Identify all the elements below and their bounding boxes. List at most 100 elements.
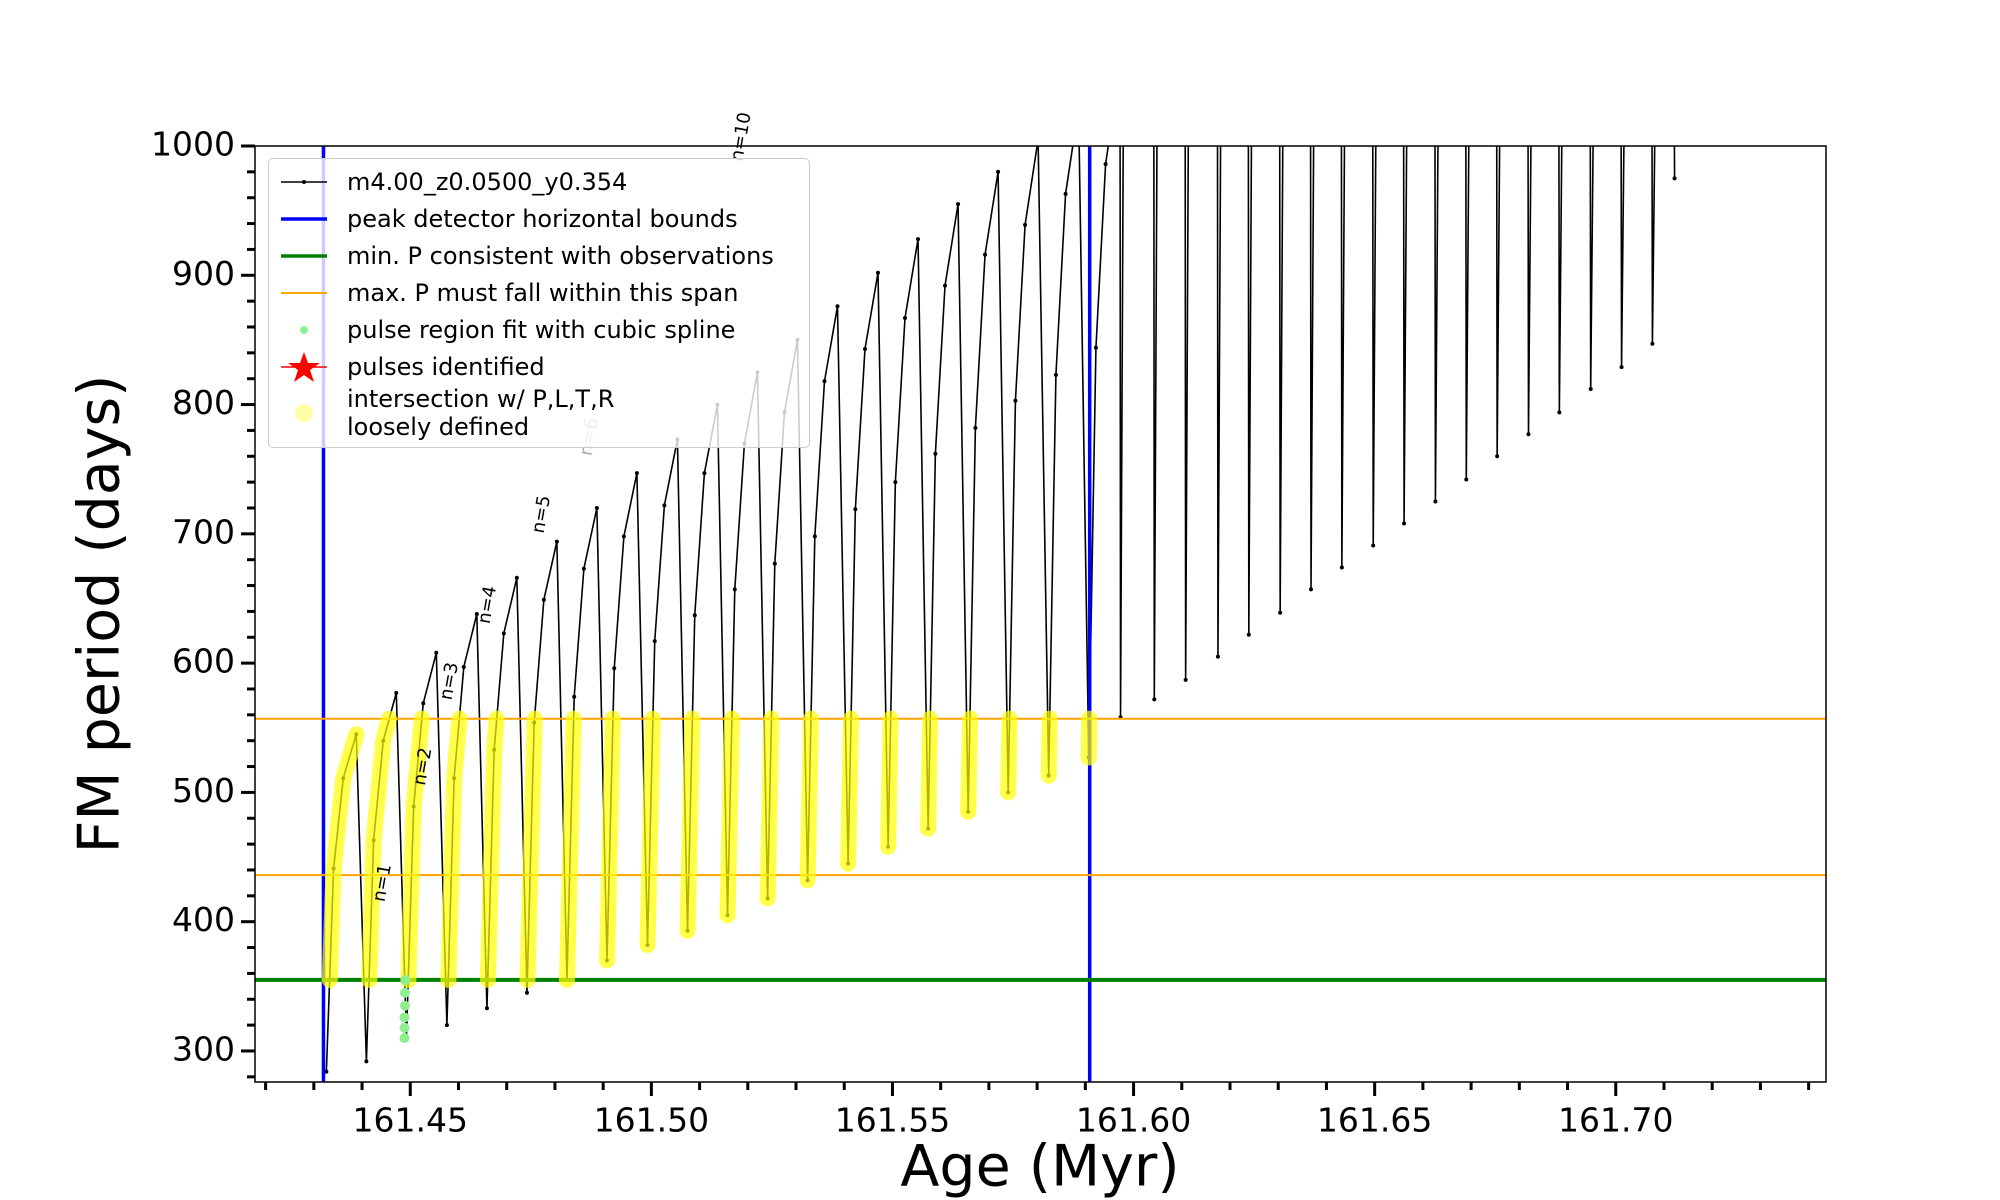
period-point [1588,92,1592,96]
period-point [394,690,399,695]
period-point [652,639,657,644]
period-point [1278,92,1282,96]
period-point [702,471,707,476]
period-point [1672,92,1676,96]
pulse-annotation: n=4 [474,584,501,625]
period-point [461,665,466,670]
period-point [324,1069,329,1074]
period-point [1155,92,1159,96]
y-tick-label: 600 [172,642,235,681]
period-point [835,304,840,309]
period-point [822,379,827,384]
y-tick-label: 900 [172,254,235,293]
period-point [1464,92,1468,96]
period-point [956,202,961,207]
period-point [1526,432,1531,437]
period-point [1560,92,1564,96]
period-point [1183,92,1187,96]
period-point [1077,105,1081,109]
period-point [875,270,880,275]
period-point [1653,92,1657,96]
legend-symbol [302,179,306,184]
period-line [325,146,1676,1072]
legend-entry: min. P consistent with observations [269,237,809,274]
pulse-annotation: n=3 [436,661,463,702]
period-point [1103,162,1108,167]
legend-symbol [300,325,308,334]
period-point [1557,410,1562,415]
pulse-annotation: n=5 [528,494,555,535]
intersection-band [321,710,1098,988]
period-point [581,566,586,571]
period-point [772,561,777,566]
period-point [1309,92,1313,96]
legend-entry: m4.00_z0.0500_y0.354 [269,163,809,200]
period-point [1053,372,1058,377]
legend-handle [281,179,327,184]
pulse-annotation: n=10 [726,111,755,163]
period-point [1402,521,1407,526]
legend-label: min. P consistent with observations [347,241,774,270]
period-point [1309,587,1314,592]
period-point [1526,92,1530,96]
spline-point [399,987,410,998]
x-tick-label: 161.55 [835,1101,950,1140]
period-point [1433,92,1437,96]
period-point [862,346,867,351]
y-axis-label: FM period (days) [67,375,133,854]
period-point [621,534,626,539]
period-point [1588,387,1593,392]
period-point [692,613,697,618]
legend-handle [281,291,327,294]
period-point [983,252,988,257]
period-point [812,534,817,539]
spline-point [399,1033,410,1044]
legend-entry: pulse region fit with cubic spline [269,311,809,348]
period-point [732,587,737,592]
period-point [1371,543,1376,548]
period-point [1498,92,1502,96]
y-tick-label: 500 [172,771,235,810]
period-point [484,1006,489,1011]
legend-symbol [295,404,313,422]
period-point [1215,654,1220,659]
x-axis-label: Age (Myr) [900,1134,1179,1200]
period-point [434,650,439,655]
legend-entry: pulses identified [269,348,809,385]
y-tick-label: 400 [172,900,235,939]
period-point [1464,477,1469,482]
period-point [1433,499,1438,504]
period-point [1219,92,1223,96]
legend-entry: peak detector horizontal bounds [269,200,809,237]
period-point [541,597,546,602]
period-point [1339,565,1344,570]
period-point [1495,454,1500,459]
period-point [1246,92,1250,96]
legend-label: m4.00_z0.0500_y0.354 [347,167,628,196]
legend-handle [300,325,308,334]
period-point [1371,92,1375,96]
y-tick-label: 1000 [151,125,235,164]
x-tick-label: 161.60 [1076,1101,1191,1140]
legend-entry: max. P must fall within this span [269,274,809,311]
period-point [893,480,898,485]
legend-handle [281,351,327,382]
period-point [1592,92,1596,96]
period-point [1619,365,1624,370]
period-point [1183,677,1188,682]
x-tick-label: 161.65 [1317,1101,1432,1140]
period-point [1250,92,1254,96]
legend-handle [281,216,327,221]
legend-handle [295,404,313,422]
period-point [943,283,948,288]
period-point [554,539,559,544]
period-point [1036,138,1040,142]
period-point [1187,92,1191,96]
period-point [514,575,519,580]
period-point [1278,610,1283,615]
spline-point [399,1022,410,1033]
period-point [662,503,667,508]
period-point [1339,92,1343,96]
y-tick-label: 300 [172,1029,235,1068]
